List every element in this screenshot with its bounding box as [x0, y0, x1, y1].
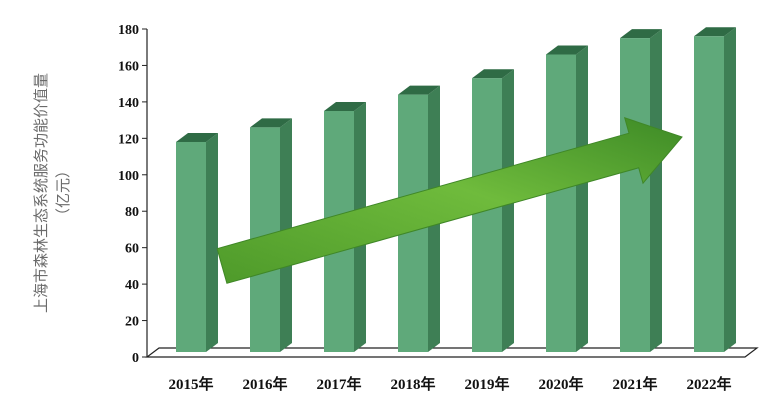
y-tick-label: 180 [118, 23, 139, 38]
y-tick-label: 120 [118, 132, 139, 147]
bar-side [724, 27, 736, 353]
y-axis-title: 上海市森林生态系统服务功能价值量 （亿元） [32, 73, 72, 313]
y-tick-label: 40 [125, 278, 139, 293]
y-tick-label: 0 [132, 351, 139, 366]
trend-arrow-shape [216, 117, 683, 284]
bar-top [324, 102, 366, 111]
bar-top [398, 85, 440, 95]
y-tick-label: 160 [118, 59, 139, 74]
y-tick-label: 100 [118, 169, 139, 184]
bar-top [472, 69, 514, 79]
bar [472, 69, 514, 352]
bar-top [620, 29, 662, 39]
bar-side [650, 29, 662, 352]
bar-side [502, 69, 514, 352]
bar-top [546, 45, 588, 55]
bar-front [176, 141, 206, 352]
x-tick-label: 2016年 [242, 375, 287, 393]
bar [546, 45, 588, 353]
x-tick-label: 2021年 [612, 375, 657, 393]
x-tick-label: 2022年 [686, 375, 731, 393]
bar [176, 132, 218, 352]
y-tick-label: 140 [118, 96, 139, 111]
y-tick-label: 80 [125, 205, 139, 220]
bars [176, 27, 736, 353]
y-axis-label-line2: （亿元） [54, 163, 72, 223]
x-tick-label: 2017年 [316, 375, 361, 393]
x-tick-label: 2015年 [168, 375, 213, 393]
bar-front [694, 36, 724, 353]
bar-front [620, 38, 650, 352]
bar-side [206, 132, 218, 352]
x-tick-label: 2020年 [538, 375, 583, 393]
x-tick-label: 2018年 [390, 375, 435, 393]
bar-top [250, 118, 292, 128]
bar [620, 29, 662, 352]
bar-top [176, 132, 218, 142]
y-tick-label: 20 [125, 315, 139, 330]
bar-top [694, 27, 736, 37]
bar-front [546, 54, 576, 353]
axes [145, 29, 759, 358]
bar-front [472, 78, 502, 352]
bar-side [576, 45, 588, 353]
y-tick-label: 60 [125, 242, 139, 257]
floor-plane [145, 347, 759, 358]
x-tick-labels: 2015年 2016年 2017年 2018年 2019年 2020年 2021年 2022年 [168, 375, 731, 393]
x-tick-label: 2019年 [464, 375, 509, 393]
bar [694, 27, 736, 353]
trend-arrow [216, 117, 683, 284]
y-tick-labels: 0 20 40 60 80 100 120 140 160 180 [118, 23, 147, 366]
y-axis-label-line1: 上海市森林生态系统服务功能价值量 [32, 73, 50, 313]
